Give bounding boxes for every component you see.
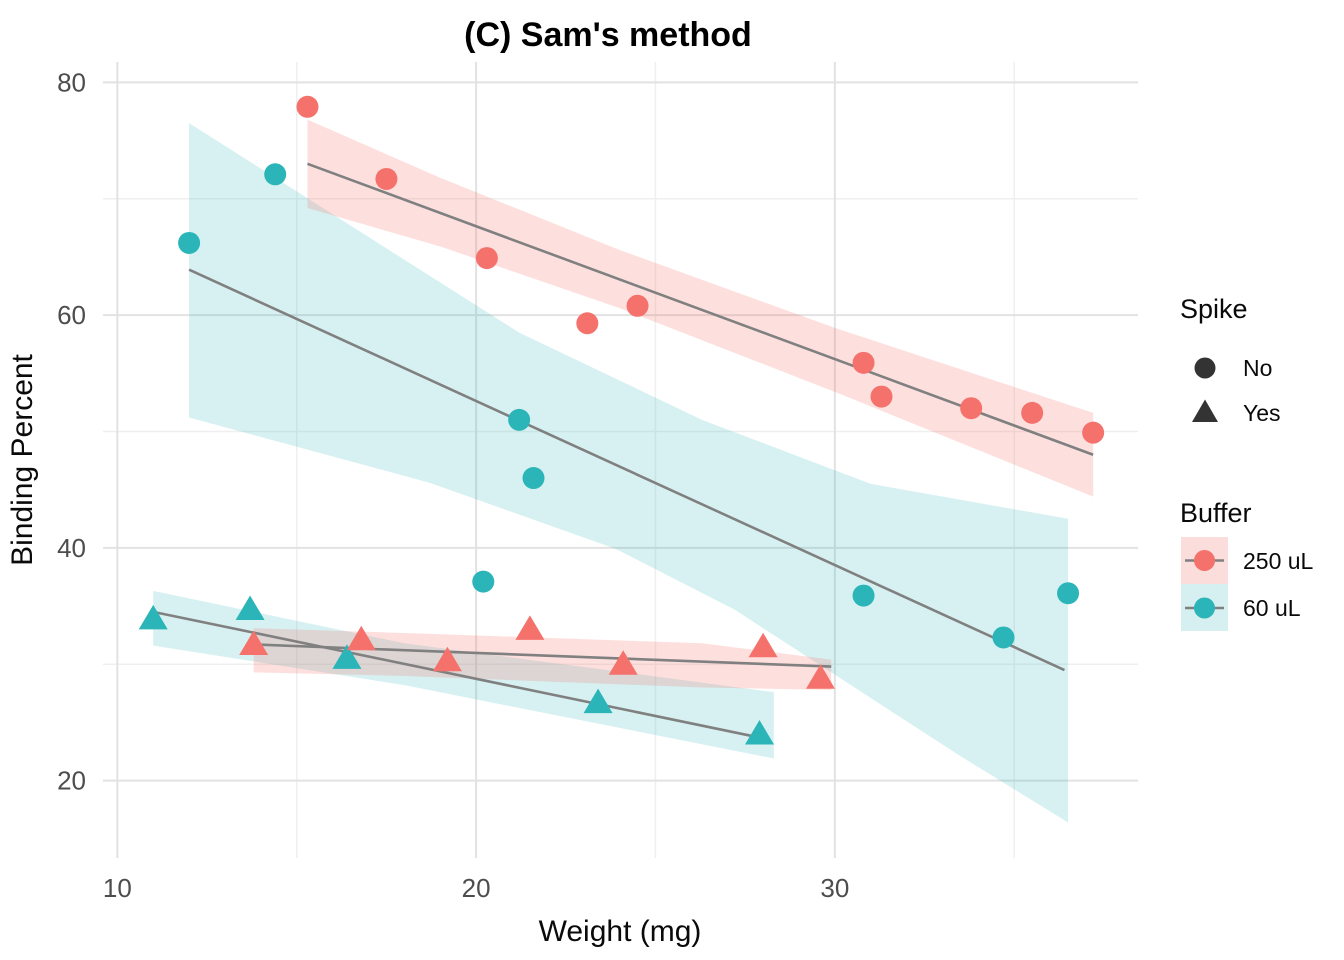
confidence-ribbon — [189, 123, 1069, 823]
confidence-ribbon — [253, 628, 832, 690]
data-point-circle — [576, 312, 599, 335]
data-point-triangle — [583, 688, 613, 714]
buffer-60-key-icon — [1181, 584, 1228, 631]
data-point-triangle — [332, 644, 362, 669]
data-point-circle — [1057, 582, 1080, 605]
data-point-triangle — [745, 720, 775, 745]
data-points — [138, 95, 1105, 745]
data-point-triangle — [806, 664, 836, 689]
data-point-triangle — [239, 630, 269, 655]
data-point-circle — [472, 570, 495, 593]
data-point-circle — [508, 408, 531, 431]
x-tick-label: 20 — [462, 873, 491, 903]
x-tick-label: 30 — [820, 873, 849, 903]
data-point-circle — [870, 385, 893, 408]
data-point-circle — [475, 247, 498, 270]
data-point-triangle — [346, 625, 376, 651]
spike-no-label: No — [1243, 355, 1272, 381]
gridlines-major — [103, 62, 1138, 858]
data-point-circle — [1021, 401, 1044, 424]
y-tick-label: 60 — [57, 300, 86, 330]
y-tick-label: 40 — [57, 533, 86, 563]
legend: Spike No Yes Buffer 250 uL 60 uL — [1180, 294, 1314, 631]
y-tick-label: 20 — [57, 766, 86, 796]
legend-spike-title: Spike — [1180, 294, 1248, 324]
data-point-triangle — [748, 632, 778, 658]
data-point-circle — [960, 397, 983, 420]
y-tick-label: 80 — [57, 67, 86, 97]
confidence-ribbon — [153, 590, 774, 759]
chart-title: (C) Sam's method — [464, 16, 752, 54]
confidence-ribbons — [153, 119, 1094, 823]
data-point-circle — [626, 294, 649, 317]
data-point-circle — [992, 626, 1015, 649]
data-point-circle — [296, 95, 319, 118]
y-axis-tick-labels: 20 40 60 80 — [57, 67, 86, 795]
data-point-circle — [375, 167, 398, 190]
data-point-triangle — [138, 604, 168, 630]
data-point-circle — [178, 231, 201, 254]
spike-yes-label: Yes — [1243, 400, 1281, 426]
data-point-circle — [264, 163, 287, 186]
buffer-250-key-icon — [1181, 537, 1228, 584]
data-point-triangle — [515, 615, 545, 640]
x-tick-label: 10 — [103, 873, 132, 903]
x-axis-tick-labels: 10 20 30 — [103, 873, 849, 903]
buffer-250-label: 250 uL — [1243, 548, 1314, 574]
data-point-triangle — [432, 646, 462, 672]
plot-panel — [103, 62, 1138, 858]
trend-line — [188, 268, 1065, 672]
gridlines-minor — [103, 62, 1138, 858]
data-point-circle — [522, 467, 545, 490]
spike-yes-triangle-icon — [1192, 399, 1218, 422]
data-point-circle — [852, 351, 875, 374]
data-point-triangle — [235, 595, 265, 621]
spike-no-circle-icon — [1194, 357, 1216, 379]
legend-buffer-title: Buffer — [1180, 498, 1252, 528]
data-point-circle — [852, 584, 875, 607]
x-axis-title: Weight (mg) — [539, 915, 702, 948]
y-axis-title: Binding Percent — [6, 353, 39, 565]
data-point-circle — [1082, 421, 1105, 444]
data-point-triangle — [608, 650, 638, 675]
buffer-60-label: 60 uL — [1243, 595, 1301, 621]
